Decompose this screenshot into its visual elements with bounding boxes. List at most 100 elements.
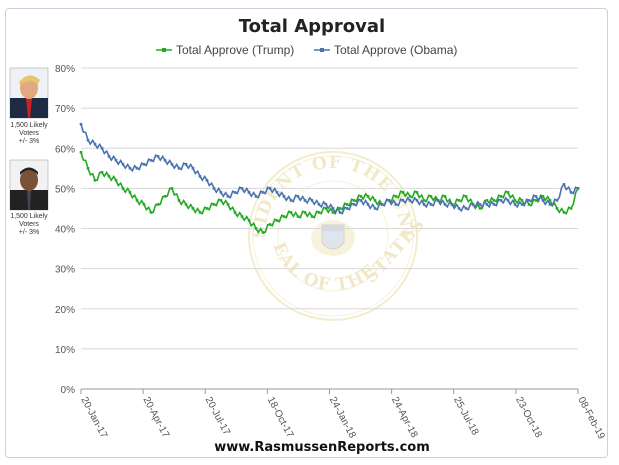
data-point-obama [450, 203, 454, 206]
legend-item-trump[interactable]: Total Approve (Trump) [156, 43, 294, 57]
data-point-trump [261, 231, 265, 234]
data-point-trump [240, 215, 244, 218]
data-point-trump [569, 207, 573, 210]
data-point-obama [457, 207, 461, 210]
data-point-trump [331, 211, 335, 214]
data-point-trump [366, 195, 370, 198]
data-point-trump [128, 191, 132, 194]
data-point-trump [520, 199, 524, 202]
data-point-obama [520, 203, 524, 206]
x-tick-label: 20-Jul-17 [203, 395, 232, 437]
data-point-obama [247, 191, 251, 194]
y-tick-label: 50% [55, 184, 75, 195]
data-point-trump [303, 211, 307, 214]
data-point-obama [149, 159, 153, 162]
data-point-obama [79, 122, 83, 126]
data-point-trump [121, 187, 125, 190]
data-point-trump [233, 211, 237, 214]
data-point-obama [156, 155, 160, 158]
x-tick-label: 20-Jan-17 [78, 395, 109, 440]
data-point-trump [107, 175, 111, 178]
trump-photo [9, 67, 49, 119]
data-point-obama [338, 211, 342, 214]
data-point-trump [499, 195, 503, 198]
data-point-obama [436, 199, 440, 202]
data-point-trump [429, 195, 433, 198]
data-point-trump [478, 207, 482, 210]
data-point-obama [226, 195, 230, 198]
data-point-trump [562, 211, 566, 214]
data-point-trump [114, 179, 118, 182]
data-point-trump [324, 207, 328, 210]
grid-lines [81, 67, 578, 390]
y-tick-label: 0% [61, 385, 76, 396]
data-point-obama [478, 203, 482, 206]
data-point-obama [506, 199, 510, 202]
data-point-trump [219, 199, 223, 202]
series-layer [79, 122, 580, 234]
data-point-obama [282, 195, 286, 198]
data-point-trump [184, 203, 188, 206]
y-tick-label: 80% [55, 64, 75, 75]
data-point-trump [296, 215, 300, 218]
data-point-trump [212, 203, 216, 206]
legend-item-obama[interactable]: Total Approve (Obama) [314, 43, 457, 57]
y-axis-ticks: 0% 10% 20% 30% 40% 50% 60% 70% 80% [55, 64, 75, 396]
data-point-trump [394, 195, 398, 198]
chart-title: Total Approval [239, 16, 385, 37]
data-point-obama [219, 191, 223, 194]
data-point-obama [492, 203, 496, 206]
data-point-obama [443, 203, 447, 206]
data-point-trump [142, 203, 146, 206]
data-point-trump [177, 199, 181, 202]
data-point-trump [464, 195, 468, 198]
y-tick-label: 10% [55, 345, 75, 356]
trump-caption-line2: Voters [19, 130, 39, 137]
data-point-obama [555, 199, 559, 202]
data-point-trump [555, 207, 559, 210]
y-tick-label: 40% [55, 225, 75, 236]
data-point-obama [548, 203, 552, 206]
data-point-obama [569, 191, 573, 194]
data-point-trump [317, 211, 321, 214]
data-point-obama [142, 163, 146, 166]
data-point-obama [261, 191, 265, 194]
data-point-obama [170, 163, 174, 166]
data-point-obama [366, 203, 370, 206]
data-point-obama [499, 199, 503, 202]
data-point-obama [254, 195, 258, 198]
data-point-trump [163, 195, 167, 198]
data-point-obama [373, 207, 377, 210]
data-point-obama [513, 203, 517, 206]
seal-right-text: STATES [361, 214, 429, 287]
data-point-obama [121, 163, 125, 166]
data-point-trump [373, 199, 377, 202]
data-point-trump [93, 179, 97, 182]
data-point-obama [576, 187, 580, 190]
data-point-obama [191, 167, 195, 170]
data-point-trump [156, 203, 160, 206]
trump-caption-line3: +/- 3% [19, 138, 39, 145]
x-tick-label: 25-Jul-18 [451, 395, 480, 437]
data-point-obama [114, 159, 118, 162]
y-tick-label: 30% [55, 265, 75, 276]
data-point-obama [303, 199, 307, 202]
data-point-trump [527, 203, 531, 206]
x-tick-label: 20-Apr-17 [140, 395, 171, 440]
data-point-obama [205, 179, 209, 182]
data-point-obama [422, 203, 426, 206]
y-tick-label: 70% [55, 104, 75, 115]
data-point-obama [541, 199, 545, 202]
data-point-obama [401, 199, 405, 202]
data-point-trump [289, 211, 293, 214]
legend-label-trump: Total Approve (Trump) [176, 43, 294, 57]
trump-caption-line1: 1,500 Likely [10, 122, 48, 129]
data-point-trump [548, 199, 552, 202]
data-point-trump [534, 199, 538, 202]
data-point-trump [457, 199, 461, 202]
data-point-obama [163, 159, 167, 162]
data-point-trump [170, 187, 174, 190]
data-point-obama [359, 199, 363, 202]
data-point-trump [247, 219, 251, 222]
